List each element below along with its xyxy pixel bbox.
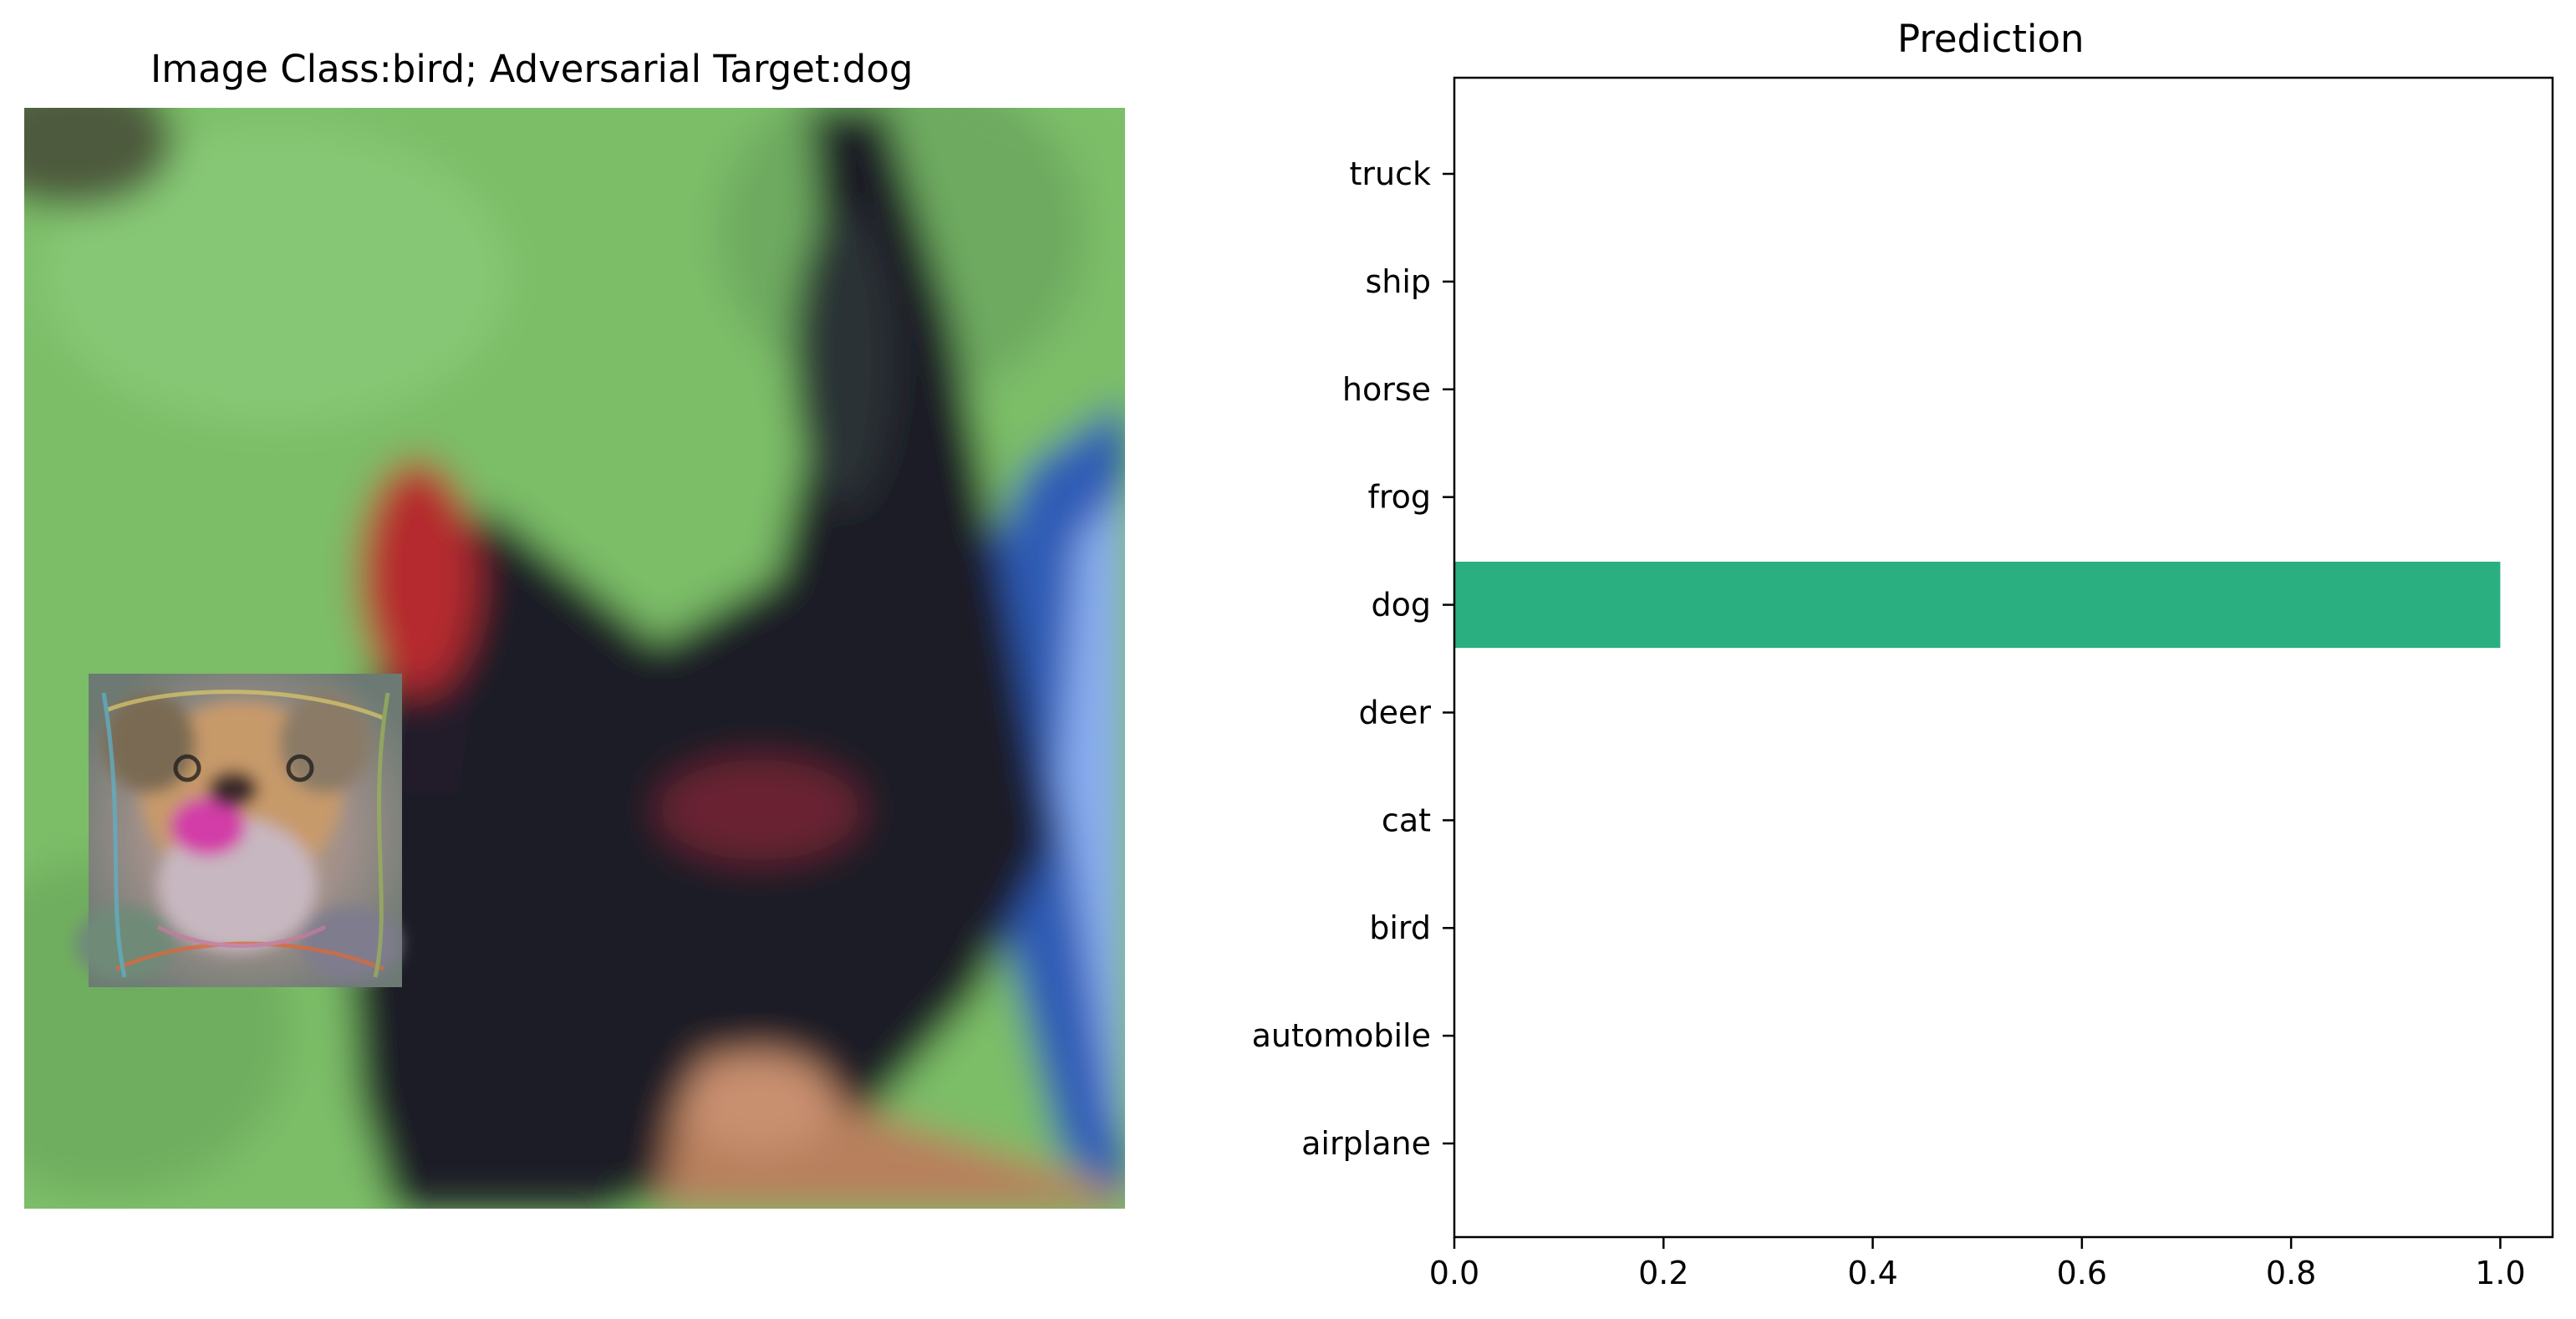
y-tick-label-horse: horse [1342, 371, 1431, 408]
y-tick-label-dog: dog [1372, 587, 1432, 624]
x-tick-label: 0.4 [1847, 1255, 1897, 1291]
y-tick-label-deer: deer [1358, 694, 1431, 731]
chart-title: Prediction [1897, 17, 2085, 61]
y-tick-label-frog: frog [1367, 479, 1431, 516]
x-tick-label: 0.2 [1638, 1255, 1688, 1291]
y-tick-label-bird: bird [1369, 909, 1431, 946]
x-tick-label: 0.0 [1429, 1255, 1479, 1291]
y-tick-label-cat: cat [1382, 802, 1431, 838]
bar-dog [1454, 562, 2501, 649]
x-tick-label: 0.8 [2266, 1255, 2316, 1291]
image-panel-title: Image Class:bird; Adversarial Target:dog [150, 47, 914, 91]
y-tick-label-ship: ship [1365, 263, 1431, 300]
x-tick-label: 1.0 [2475, 1255, 2525, 1291]
plot-frame [1453, 76, 2554, 1239]
adversarial-input-image [24, 108, 1125, 1209]
y-tick-label-truck: truck [1349, 155, 1431, 192]
y-tick-label-airplane: airplane [1301, 1125, 1431, 1162]
y-tick-label-automobile: automobile [1252, 1017, 1431, 1054]
x-tick-label: 0.6 [2057, 1255, 2107, 1291]
